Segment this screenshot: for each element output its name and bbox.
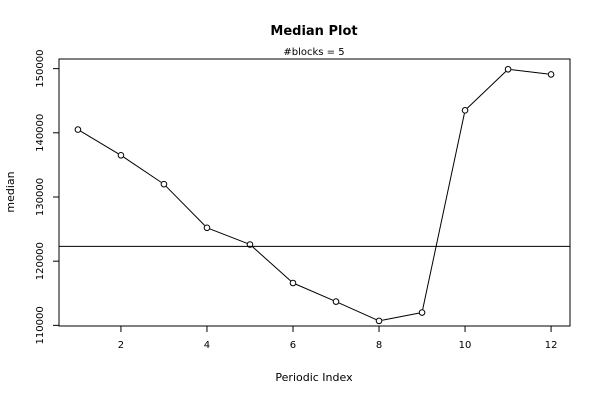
series-line-segment (422, 113, 465, 310)
series-line-segment (511, 69, 548, 75)
y-tick-label: 120000 (35, 242, 46, 280)
data-point (504, 65, 512, 73)
chart-title: Median Plot (270, 24, 357, 39)
data-point (332, 298, 340, 305)
x-tick-label: 12 (545, 340, 558, 351)
data-point (375, 317, 383, 325)
y-axis-label: median (4, 171, 17, 212)
data-point (117, 151, 125, 159)
y-tick-label: 140000 (35, 114, 46, 152)
data-point (160, 180, 168, 188)
data-point (289, 279, 297, 287)
chart-subtitle: #blocks = 5 (283, 47, 344, 58)
series-line-segment (165, 186, 206, 226)
data-point (547, 71, 555, 78)
x-tick-label: 6 (290, 340, 296, 351)
series-line-segment (80, 130, 119, 155)
y-tick-label: 130000 (35, 178, 46, 216)
data-point (203, 224, 211, 232)
x-tick-label: 2 (118, 340, 124, 351)
data-point (418, 309, 426, 316)
x-tick-label: 10 (459, 340, 472, 351)
x-axis-label: Periodic Index (275, 371, 353, 384)
plot-frame (58, 58, 571, 327)
series-line-segment (252, 246, 291, 282)
series-line-segment (382, 312, 419, 321)
data-point (74, 126, 82, 133)
x-tick-label: 4 (204, 340, 210, 351)
series-line-segment (467, 71, 507, 109)
x-tick-label: 8 (376, 340, 382, 351)
y-tick-label: 110000 (35, 306, 46, 344)
y-tick-label: 150000 (35, 50, 46, 88)
series-line-segment (123, 156, 162, 183)
series-line-segment (338, 302, 377, 321)
series-line-segment (295, 283, 334, 301)
data-point (461, 107, 469, 114)
series-line-segment (209, 228, 248, 244)
data-point (246, 241, 254, 248)
